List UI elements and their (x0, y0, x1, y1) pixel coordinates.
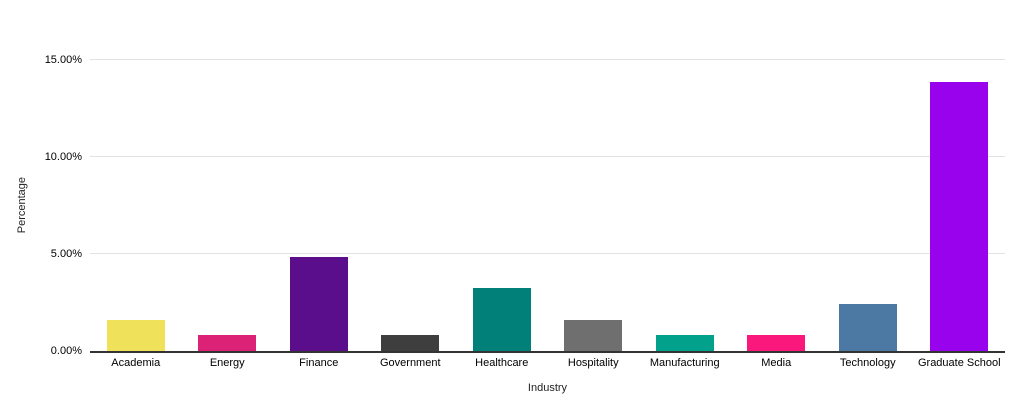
bar-slot (273, 60, 365, 351)
bar-slot (548, 60, 640, 351)
y-axis-title: Percentage (14, 60, 30, 351)
y-axis-title-text: Percentage (16, 177, 28, 234)
bar-slot (731, 60, 823, 351)
x-axis-title: Industry (527, 382, 568, 394)
x-category-label: Energy (209, 357, 245, 369)
bar-slot (90, 60, 182, 351)
bar-slot (914, 60, 1006, 351)
x-category-label: Graduate School (917, 357, 1001, 369)
y-tick-label: 0.00% (50, 345, 82, 357)
bar-hospitality[interactable] (564, 319, 623, 351)
bar-graduate-school[interactable] (930, 82, 989, 351)
bar-slot (639, 60, 731, 351)
x-category-label: Manufacturing (649, 357, 720, 369)
x-category-label: Technology (839, 357, 896, 369)
bars-container (90, 60, 1005, 351)
bar-academia[interactable] (106, 319, 165, 351)
x-category-label: Hospitality (567, 357, 619, 369)
bar-energy[interactable] (198, 335, 257, 351)
y-tick-label: 5.00% (50, 248, 82, 260)
plot-area (90, 59, 1005, 353)
x-category-label: Healthcare (475, 357, 529, 369)
bar-slot (456, 60, 548, 351)
bar-technology[interactable] (838, 304, 897, 351)
y-tick-label: 15.00% (44, 54, 82, 66)
bar-slot (182, 60, 274, 351)
bar-government[interactable] (381, 335, 440, 351)
bar-slot (365, 60, 457, 351)
x-category-label: Academia (111, 357, 161, 369)
bar-slot (822, 60, 914, 351)
y-tick-label: 10.00% (44, 151, 82, 163)
bar-finance[interactable] (289, 256, 348, 351)
bar-media[interactable] (747, 335, 806, 351)
bar-healthcare[interactable] (472, 287, 531, 351)
x-category-labels: Academia Energy Finance Government Healthcar… (90, 357, 1005, 369)
bar-manufacturing[interactable] (655, 335, 714, 351)
gridline (90, 156, 1005, 157)
gridline (90, 59, 1005, 60)
x-category-label: Media (761, 357, 792, 369)
gridline (90, 253, 1005, 254)
x-category-label: Finance (299, 357, 339, 369)
x-category-label: Government (379, 357, 441, 369)
